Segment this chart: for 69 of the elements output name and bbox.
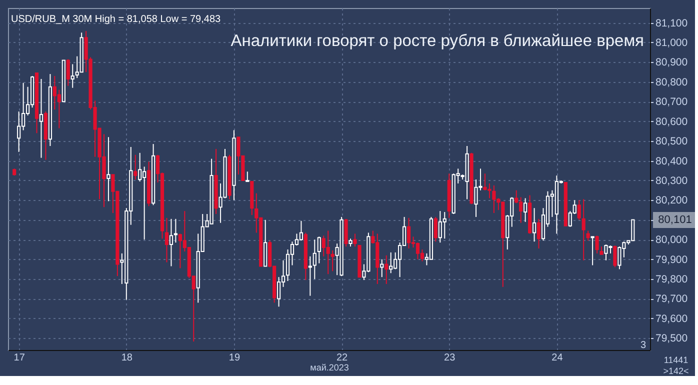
- candlestick: [380, 258, 384, 278]
- y-tick-label: 80,400: [656, 155, 688, 168]
- candlestick: [586, 230, 590, 242]
- candlestick: [169, 218, 174, 267]
- candlestick: [66, 58, 70, 86]
- x-tick-label: 22: [336, 352, 348, 364]
- candlestick: [434, 216, 438, 242]
- y-tick-label: 79,700: [656, 293, 688, 306]
- x-tick-label: 23: [444, 352, 456, 364]
- text: 11441: [664, 355, 688, 365]
- y-tick-label: 79,900: [656, 254, 688, 266]
- y-tick-label: 81,000: [656, 36, 688, 49]
- candlestick: [353, 233, 357, 248]
- y-tick-label: 81,100: [656, 17, 688, 30]
- text: 80,101: [658, 214, 692, 226]
- text: >142<: [663, 366, 689, 376]
- candlestick: [164, 217, 169, 263]
- candlestick: [618, 246, 622, 270]
- candlestick: [57, 89, 61, 129]
- candlestick: [536, 218, 541, 249]
- candlestick: [174, 218, 178, 244]
- candlestick: [524, 198, 528, 222]
- candlestick: [532, 208, 536, 242]
- y-tick-label: 80,600: [656, 116, 688, 128]
- y-tick-label: 80,200: [656, 194, 688, 207]
- annotation: Аналитики говорят о росте рубля в ближайшее время: [230, 32, 644, 50]
- y-tick-label: 80,800: [656, 76, 688, 88]
- candlestick: [389, 252, 393, 274]
- y-tick-label: 79,600: [656, 312, 688, 325]
- candlestick: [246, 171, 250, 182]
- candlestick: [138, 152, 142, 182]
- candlestick: [277, 276, 281, 308]
- y-tick-label: 79,800: [656, 274, 688, 286]
- candlestick: [312, 239, 316, 280]
- candlestick: [17, 110, 21, 152]
- candlestick: [492, 184, 496, 214]
- candlestick: [317, 236, 321, 264]
- candlestick: [416, 242, 420, 260]
- candlestick: [308, 256, 312, 296]
- candlestick: [106, 136, 110, 202]
- y-tick-label: 80,900: [656, 56, 688, 69]
- candlestick: [70, 64, 74, 88]
- x-tick-label: 19: [228, 352, 240, 364]
- y-tick-label: 80,700: [656, 96, 688, 108]
- candlestick: [590, 236, 594, 266]
- candlestick: [582, 198, 586, 261]
- candlestick: [326, 230, 330, 275]
- candlestick: [406, 217, 411, 249]
- candlestick: [39, 78, 44, 158]
- candlestick: [299, 220, 304, 242]
- candlestick: [577, 200, 581, 220]
- candlestick: [595, 235, 599, 254]
- candlestick: [344, 218, 348, 248]
- y-tick-label: 79,500: [656, 332, 688, 345]
- candlestick: [264, 219, 268, 267]
- candlestick: [613, 245, 617, 268]
- candlestick: [442, 212, 446, 240]
- y-tick-label: 80,300: [656, 174, 688, 187]
- y-tick-label: 80,500: [656, 136, 688, 148]
- candlestick: [384, 254, 388, 284]
- text: 3: [640, 340, 646, 351]
- x-axis-title: май.2023: [310, 362, 349, 372]
- candlestick: [330, 250, 334, 272]
- text: USD/RUB_M 30M High = 81,058 Low = 79,483: [11, 14, 221, 25]
- x-tick-label: 18: [121, 352, 133, 364]
- x-tick-label: 24: [552, 352, 564, 364]
- candlestick: [134, 154, 138, 180]
- y-tick-label: 80,000: [656, 234, 688, 246]
- x-tick-label: 17: [14, 352, 26, 364]
